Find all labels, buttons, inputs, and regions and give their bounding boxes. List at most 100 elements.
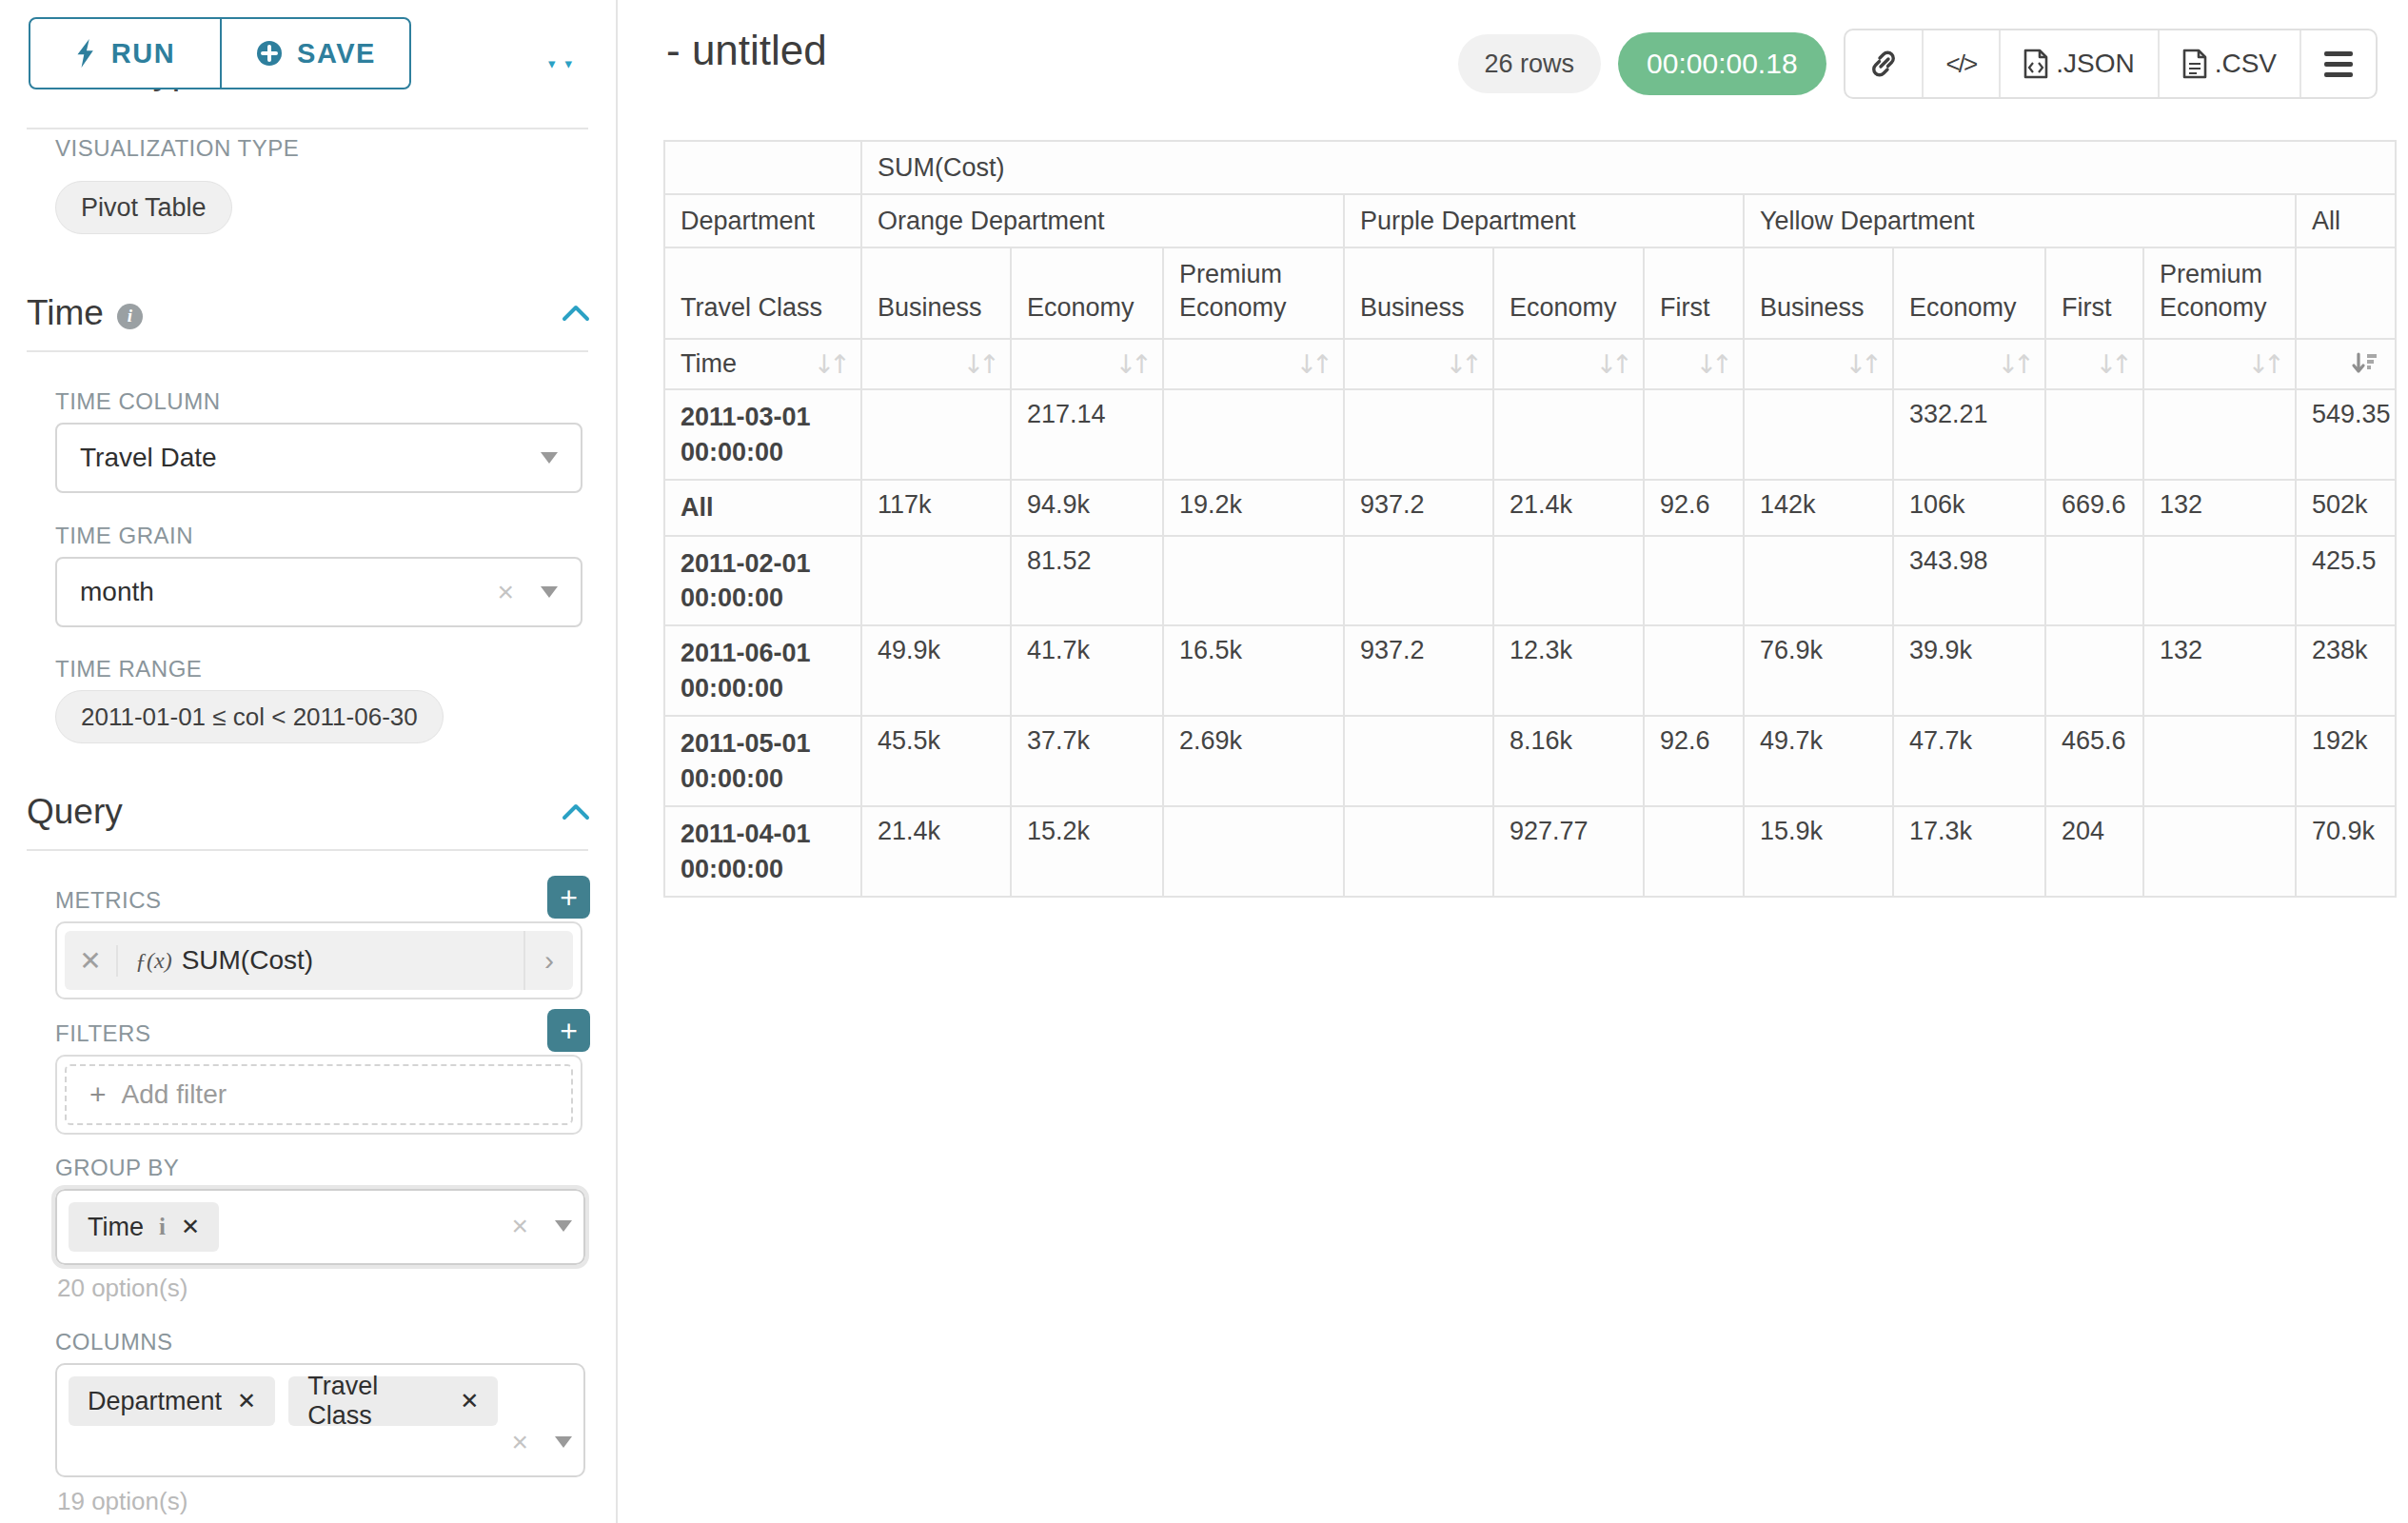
travel-class-header: Economy — [1894, 248, 2044, 338]
query-section-header[interactable]: Query — [27, 792, 590, 832]
visualization-type-pill[interactable]: Pivot Table — [55, 181, 232, 234]
value-cell: 132 — [2144, 626, 2295, 715]
value-cell: 15.2k — [1012, 807, 1162, 896]
export-json-button[interactable]: .JSON — [1999, 30, 2157, 97]
sort-icon[interactable]: ↓↑ — [963, 349, 995, 379]
more-options-button[interactable] — [2299, 30, 2376, 97]
time-range-pill[interactable]: 2011-01-01 ≤ col < 2011-06-30 — [55, 690, 444, 743]
export-json-label: .JSON — [2056, 49, 2134, 79]
metric-expand-icon[interactable]: › — [523, 931, 573, 990]
add-metric-button[interactable]: + — [547, 876, 590, 919]
add-filter-plus-button[interactable]: + — [547, 1009, 590, 1052]
group-by-label: GROUP BY — [55, 1155, 179, 1181]
sort-icon[interactable]: ↓↑ — [2096, 349, 2127, 379]
time-grain-value: month — [80, 577, 154, 607]
time-row-header[interactable]: Time↓↑ — [665, 340, 860, 388]
tag-label: Department — [88, 1387, 222, 1416]
value-cell — [1645, 537, 1743, 625]
column-sort-cell[interactable]: ↓↑ — [862, 340, 1010, 388]
metrics-label: METRICS — [55, 887, 162, 914]
time-column-value: Travel Date — [80, 443, 217, 473]
sort-icon[interactable]: ↓↑ — [1845, 349, 1877, 379]
column-sort-cell[interactable] — [2297, 340, 2395, 388]
sort-icon[interactable]: ↓↑ — [1446, 349, 1477, 379]
value-cell: 16.5k — [1164, 626, 1343, 715]
time-grain-select[interactable]: month × — [55, 557, 582, 627]
sort-icon[interactable]: ↓↑ — [1115, 349, 1147, 379]
sort-icon[interactable]: ↓↑ — [1696, 349, 1727, 379]
chevron-up-icon[interactable] — [562, 802, 590, 821]
value-cell — [1164, 390, 1343, 479]
travel-class-row-header: Travel Class — [665, 248, 860, 338]
sort-icon[interactable]: ↓↑ — [814, 349, 845, 379]
value-cell — [1745, 537, 1892, 625]
remove-tag-icon[interactable]: ✕ — [460, 1388, 479, 1414]
query-timer-badge: 00:00:00.18 — [1618, 32, 1826, 95]
columns-tag-department[interactable]: Department ✕ — [69, 1376, 275, 1426]
clear-icon[interactable]: × — [497, 576, 514, 608]
row-label-cell: 2011-02-01 00:00:00 — [665, 537, 860, 625]
metric-item[interactable]: ✕ ƒ(x) SUM(Cost) › — [65, 931, 573, 990]
value-cell: 142k — [1745, 481, 1892, 534]
column-sort-cell[interactable]: ↓↑ — [2046, 340, 2142, 388]
columns-tag-travel-class[interactable]: Travel Class ✕ — [288, 1376, 498, 1426]
value-cell: 49.7k — [1745, 717, 1892, 805]
pivot-corner-cell — [665, 142, 860, 193]
column-sort-cell[interactable]: ↓↑ — [1745, 340, 1892, 388]
sort-desc-active-icon[interactable] — [2351, 351, 2379, 378]
remove-tag-icon[interactable]: ✕ — [181, 1214, 200, 1240]
lightning-icon — [75, 39, 98, 68]
short-link-button[interactable] — [1845, 30, 1922, 97]
travel-class-header: Economy — [1012, 248, 1162, 338]
value-cell: 49.9k — [862, 626, 1010, 715]
value-cell — [1645, 390, 1743, 479]
sort-icon[interactable]: ↓↑ — [1596, 349, 1628, 379]
value-cell — [2144, 717, 2295, 805]
value-cell: 343.98 — [1894, 537, 2044, 625]
column-sort-cell[interactable]: ↓↑ — [1164, 340, 1343, 388]
column-sort-cell[interactable]: ↓↑ — [1894, 340, 2044, 388]
section-divider — [27, 849, 588, 851]
export-csv-button[interactable]: .CSV — [2158, 30, 2299, 97]
sort-icon[interactable]: ↓↑ — [1998, 349, 2029, 379]
hamburger-icon — [2324, 51, 2353, 77]
filters-label: FILTERS — [55, 1020, 150, 1047]
value-cell — [2046, 390, 2142, 479]
group-by-select[interactable]: Time i ✕ × — [55, 1189, 585, 1265]
column-sort-cell[interactable]: ↓↑ — [1012, 340, 1162, 388]
time-column-select[interactable]: Travel Date — [55, 423, 582, 493]
value-cell: 192k — [2297, 717, 2395, 805]
remove-tag-icon[interactable]: ✕ — [237, 1388, 256, 1414]
chevron-up-icon[interactable] — [562, 304, 590, 323]
group-by-tag-time[interactable]: Time i ✕ — [69, 1202, 219, 1252]
clear-icon[interactable]: × — [511, 1210, 528, 1242]
chart-area: - untitled 26 rows 00:00:00.18 </> — [620, 0, 2408, 1523]
collapsed-caret-icons[interactable]: ▾▾ — [548, 55, 572, 72]
value-cell: 106k — [1894, 481, 2044, 534]
remove-metric-icon[interactable]: ✕ — [65, 945, 118, 977]
chart-title[interactable]: - untitled — [666, 27, 827, 74]
add-filter-button[interactable]: + Add filter — [65, 1064, 573, 1125]
sort-icon[interactable]: ↓↑ — [2248, 349, 2280, 379]
value-cell — [2144, 537, 2295, 625]
column-group-header: Purple Department — [1345, 195, 1743, 247]
columns-select[interactable]: Department ✕ Travel Class ✕ × — [55, 1363, 585, 1477]
sort-icon[interactable]: ↓↑ — [1296, 349, 1328, 379]
column-sort-cell[interactable]: ↓↑ — [1345, 340, 1492, 388]
view-query-button[interactable]: </> — [1922, 30, 2000, 97]
column-group-header: All — [2297, 195, 2395, 247]
clear-icon[interactable]: × — [511, 1426, 528, 1458]
column-sort-cell[interactable]: ↓↑ — [1645, 340, 1743, 388]
section-divider — [27, 350, 588, 352]
value-cell — [1494, 537, 1643, 625]
time-section-header[interactable]: Time i — [27, 293, 590, 333]
section-divider — [27, 128, 588, 129]
run-button[interactable]: RUN — [30, 19, 220, 88]
control-panel-sidebar: Chart Type RUN SAVE ▾▾ VISUALIZATION TYP… — [0, 0, 618, 1523]
column-sort-cell[interactable]: ↓↑ — [1494, 340, 1643, 388]
save-button[interactable]: SAVE — [220, 19, 409, 88]
metric-name: SUM(Cost) — [182, 945, 313, 976]
column-sort-cell[interactable]: ↓↑ — [2144, 340, 2295, 388]
travel-class-header: Economy — [1494, 248, 1643, 338]
value-cell — [2144, 390, 2295, 479]
